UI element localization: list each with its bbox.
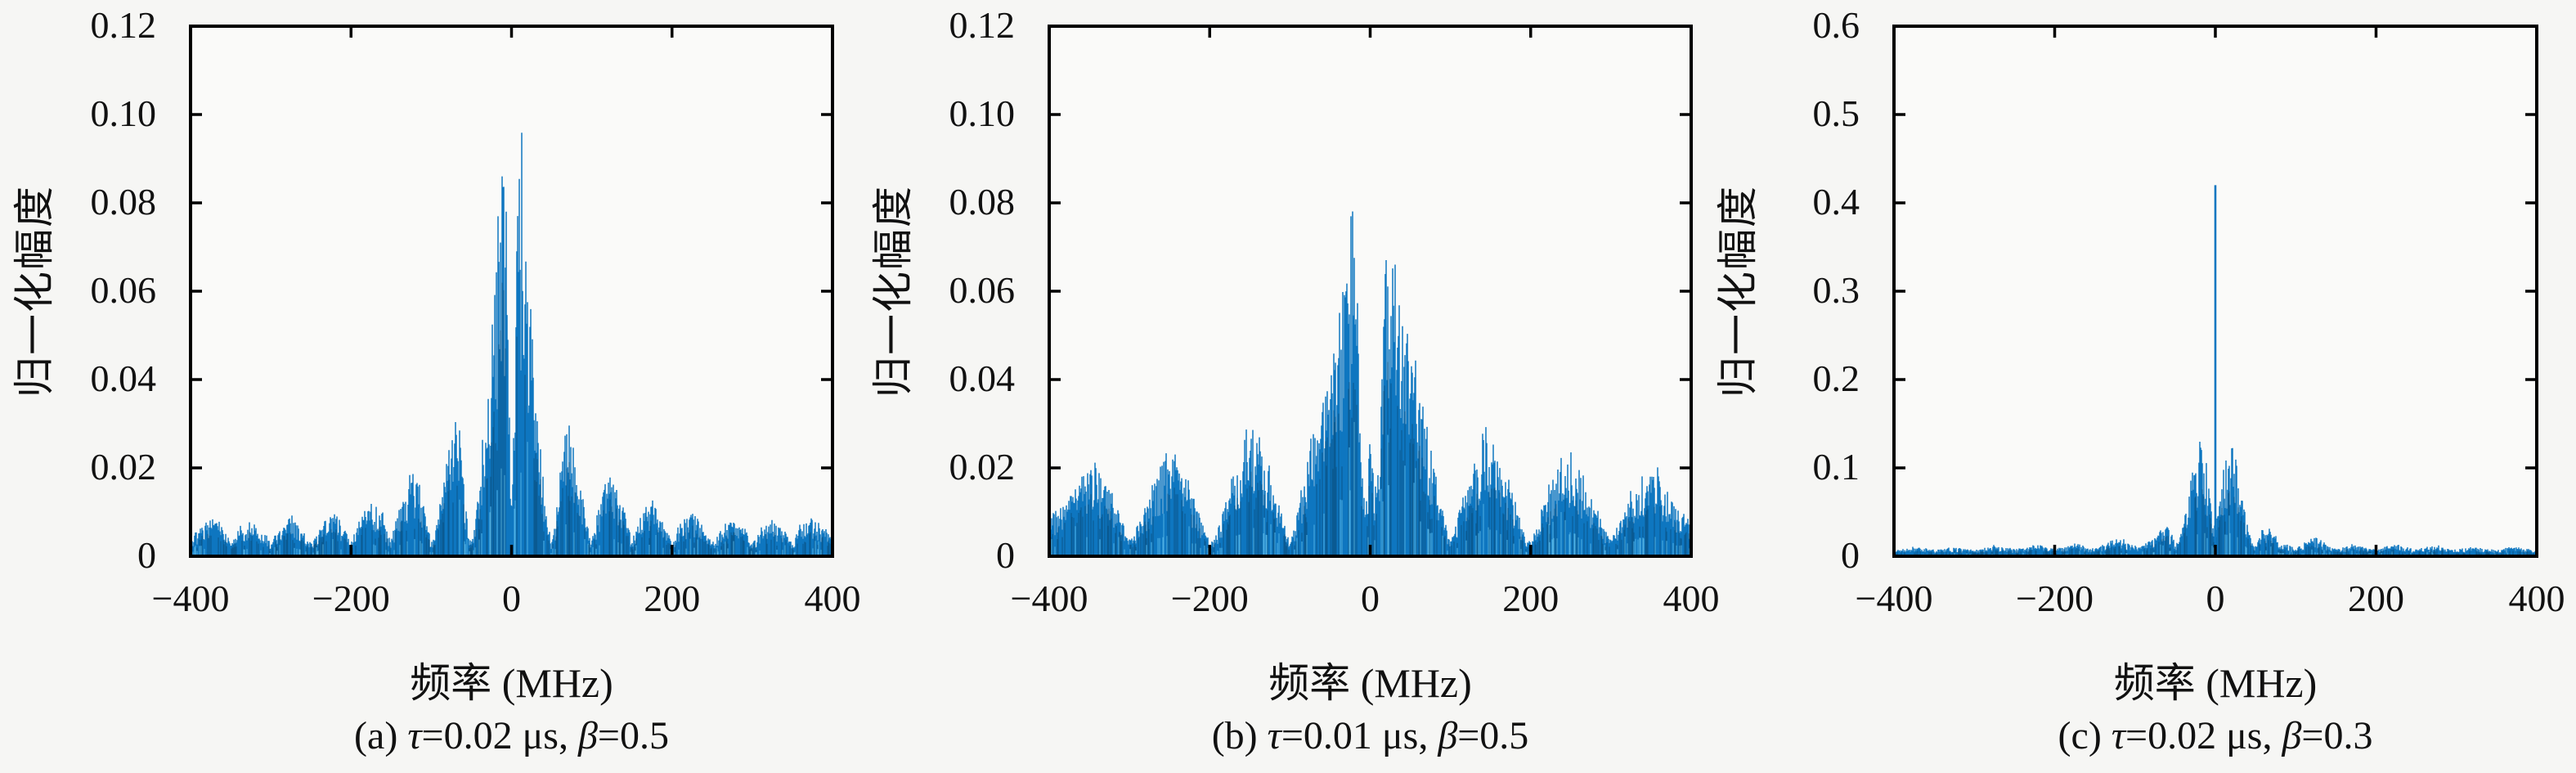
- x-tick-label: 0: [2206, 578, 2225, 619]
- y-tick-label: 0.3: [1812, 269, 1860, 311]
- y-tick-label: 0: [996, 534, 1015, 576]
- y-tick-label: 0.12: [949, 4, 1016, 46]
- caption-b: (b) τ=0.01 μs, β=0.5: [1212, 713, 1529, 758]
- x-tick-label: −400: [151, 578, 230, 619]
- y-tick-label: 0.08: [949, 181, 1016, 222]
- x-tick-label: 400: [1663, 578, 1720, 619]
- y-tick-label: 0.10: [90, 92, 157, 134]
- y-tick-label: 0.10: [949, 92, 1016, 134]
- caption-text: (a): [354, 714, 408, 757]
- x-tick-label: −400: [1855, 578, 1933, 619]
- x-tick-label: −200: [1170, 578, 1249, 619]
- caption-text: =0.5: [1457, 714, 1529, 757]
- panel-b: 归一化幅度 频率 (MHz) (b) τ=0.01 μs, β=0.5 −400…: [859, 0, 1720, 773]
- y-tick-label: 0.08: [90, 181, 157, 222]
- x-tick-label: 0: [502, 578, 521, 619]
- caption-symbol: β: [1438, 714, 1458, 757]
- axis-ticks: [1892, 25, 2538, 558]
- axis-ticks: [1048, 25, 1693, 558]
- caption-symbol: τ: [2111, 714, 2125, 757]
- y-tick-label: 0.5: [1812, 92, 1860, 134]
- caption-symbol: β: [2282, 714, 2302, 757]
- y-tick-label: 0.04: [949, 357, 1016, 399]
- x-axis-label-b: 频率 (MHz): [1268, 660, 1472, 706]
- caption-symbol: τ: [407, 714, 422, 757]
- caption-text: (b): [1211, 714, 1268, 757]
- y-tick-label: 0.02: [949, 446, 1016, 488]
- caption-text: =0.02 μs,: [421, 714, 578, 757]
- y-tick-label: 0.6: [1812, 4, 1860, 46]
- x-tick-label: 200: [644, 578, 701, 619]
- y-tick-label: 0.04: [90, 357, 157, 399]
- y-tick-label: 0: [1841, 534, 1860, 576]
- caption-a: (a) τ=0.02 μs, β=0.5: [354, 713, 669, 758]
- caption-text: (c): [2058, 714, 2112, 757]
- caption-c: (c) τ=0.02 μs, β=0.3: [2058, 713, 2373, 758]
- y-tick-label: 0.1: [1812, 446, 1860, 488]
- y-tick-label: 0.02: [90, 446, 157, 488]
- x-tick-label: 200: [1502, 578, 1560, 619]
- plot-area-b: [1048, 25, 1693, 558]
- x-tick-label: 200: [2348, 578, 2404, 619]
- caption-symbol: τ: [1267, 714, 1281, 757]
- x-tick-label: −200: [2016, 578, 2094, 619]
- caption-text: =0.5: [597, 714, 669, 757]
- y-tick-label: 0: [137, 534, 156, 576]
- x-tick-label: 400: [804, 578, 861, 619]
- caption-text: =0.02 μs,: [2125, 714, 2282, 757]
- panel-a: 归一化幅度 频率 (MHz) (a) τ=0.02 μs, β=0.5 −400…: [0, 0, 861, 773]
- x-tick-label: 400: [2508, 578, 2565, 619]
- plot-background: [191, 26, 832, 556]
- y-tick-label: 0.06: [90, 269, 157, 311]
- caption-text: =0.01 μs,: [1281, 714, 1438, 757]
- plot-area-a: [189, 25, 834, 558]
- x-tick-label: −400: [1010, 578, 1088, 619]
- plot-area-c: [1892, 25, 2538, 558]
- panel-c: 归一化幅度 频率 (MHz) (c) τ=0.02 μs, β=0.3 −400…: [1715, 0, 2576, 773]
- y-tick-label: 0.06: [949, 269, 1016, 311]
- y-tick-label: 0.2: [1812, 357, 1860, 399]
- x-axis-label-c: 频率 (MHz): [2113, 660, 2318, 706]
- caption-symbol: β: [577, 714, 598, 757]
- x-tick-label: 0: [1361, 578, 1380, 619]
- y-tick-label: 0.4: [1812, 181, 1860, 222]
- y-tick-label: 0.12: [90, 4, 157, 46]
- x-tick-label: −200: [312, 578, 390, 619]
- x-axis-label-a: 频率 (MHz): [410, 660, 613, 706]
- caption-text: =0.3: [2301, 714, 2373, 757]
- axis-ticks: [189, 25, 834, 558]
